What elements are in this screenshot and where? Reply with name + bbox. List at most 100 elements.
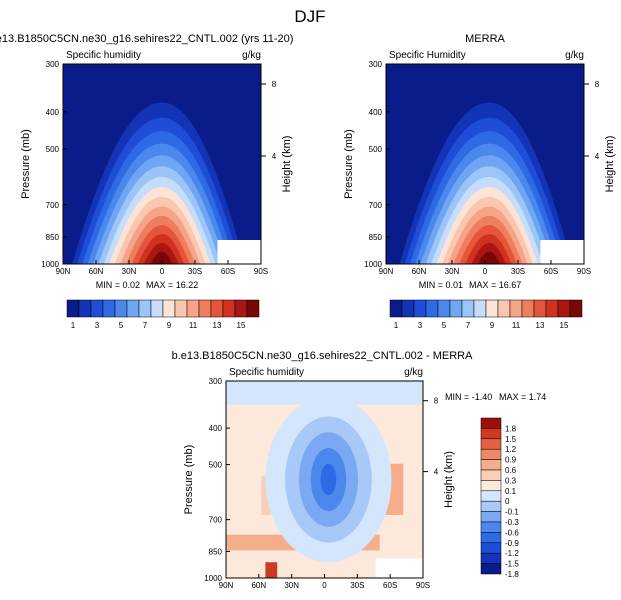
x-tick-label: 60S <box>221 267 235 276</box>
y-tick-label: 1000 <box>204 574 222 583</box>
colorbar-label: 9 <box>490 321 495 330</box>
colorbar-cell <box>480 459 502 471</box>
colorbar-cell <box>150 299 164 318</box>
x-tick-label: 90S <box>577 267 591 276</box>
colorbar-cell <box>480 428 502 440</box>
colorbar-label: -1.2 <box>505 549 519 558</box>
colorbar-label: -0.9 <box>505 539 519 548</box>
colorbar-cell <box>521 299 535 318</box>
panel-model: 90N 60N 30N 0 30S 60S 90S 300 400 500 700 850 1000 8 4… <box>0 33 293 290</box>
colorbar-label: 11 <box>189 321 198 330</box>
colorbar-cell <box>186 299 200 318</box>
colorbar-label: 13 <box>536 321 545 330</box>
colorbar-label: -1.5 <box>505 560 519 569</box>
colorbar-label: -0.1 <box>505 508 519 517</box>
colorbar-label: 7 <box>143 321 148 330</box>
colorbar-merra: 1 3 5 7 9 11 13 15 <box>389 299 583 330</box>
contour-level-15 <box>150 251 173 264</box>
colorbar-cell <box>480 448 502 460</box>
y-tick-label: 850 <box>209 547 223 556</box>
colorbar-cell <box>138 299 152 318</box>
colorbar-label: -0.3 <box>505 518 519 527</box>
min-label: MIN = 0.02 <box>96 280 140 290</box>
colorbar-cell <box>66 299 80 318</box>
y-tick-label: 500 <box>369 145 383 154</box>
y-right-axis-label: Height (km) <box>281 136 293 193</box>
colorbar-cell <box>449 299 463 318</box>
colorbar-cell <box>162 299 176 318</box>
colorbar-label: 0.1 <box>505 487 517 496</box>
x-tick-label: 30S <box>188 267 202 276</box>
colorbar-cell <box>389 299 403 318</box>
colorbar-cell <box>437 299 451 318</box>
contour-upper-band <box>226 381 423 405</box>
colorbar-cell <box>557 299 571 318</box>
colorbar-label: 11 <box>512 321 521 330</box>
colorbar-cell <box>234 299 248 318</box>
x-tick-label: 30S <box>350 581 364 590</box>
colorbar-label: 3 <box>95 321 100 330</box>
y-tick-label: 500 <box>46 145 60 154</box>
colorbar-label: -0.6 <box>505 528 519 537</box>
x-tick-label: 0 <box>483 267 488 276</box>
y-right-tick-label: 4 <box>434 468 439 477</box>
colorbar-cell <box>78 299 92 318</box>
y-tick-label: 300 <box>46 60 60 69</box>
colorbar-label: 0 <box>505 497 510 506</box>
colorbar-cell <box>102 299 116 318</box>
max-label: MAX = 16.67 <box>469 280 521 290</box>
colorbar-label: 1 <box>71 321 76 330</box>
colorbar-cell <box>480 552 502 564</box>
colorbar-cell <box>246 299 260 318</box>
y-axis-label: Pressure (mb) <box>20 129 32 199</box>
x-tick-label: 60S <box>544 267 558 276</box>
missing-data-region <box>375 558 423 578</box>
x-tick-label: 90S <box>254 267 268 276</box>
colorbar-label: 1.2 <box>505 445 517 454</box>
colorbar-model: 1 3 5 7 9 11 13 15 <box>66 299 260 330</box>
x-tick-label: 0 <box>322 581 327 590</box>
y-tick-label: 300 <box>209 377 223 386</box>
y-tick-label: 850 <box>46 233 60 242</box>
colorbar-cell <box>425 299 439 318</box>
colorbar-cell <box>114 299 128 318</box>
y-tick-label: 700 <box>369 201 383 210</box>
missing-data-region <box>540 240 584 264</box>
x-tick-label: 90N <box>379 267 394 276</box>
missing-data-region <box>217 240 261 264</box>
contour-surface-max <box>265 562 278 578</box>
colorbar-cell <box>497 299 511 318</box>
colorbar-cell <box>485 299 499 318</box>
colorbar-label: 9 <box>167 321 172 330</box>
min-label: MIN = 0.01 <box>419 280 463 290</box>
colorbar-cell <box>569 299 583 318</box>
max-label: MAX = 16.22 <box>146 280 198 290</box>
colorbar-label: 5 <box>119 321 124 330</box>
y-tick-label: 850 <box>369 233 383 242</box>
x-tick-label: 90N <box>56 267 71 276</box>
colorbar-label: 15 <box>560 321 569 330</box>
x-tick-label: 30N <box>284 581 299 590</box>
colorbar-label: -1.8 <box>505 570 519 579</box>
colorbar-difference: 1.81.51.20.90.60.30.10-0.1-0.3-0.6-0.9-1… <box>480 417 519 579</box>
y-right-tick-label: 4 <box>595 152 600 161</box>
subtitle-left: Specific humidity <box>66 50 141 61</box>
subtitle-right: g/kg <box>565 50 584 61</box>
y-right-tick-label: 8 <box>434 397 439 406</box>
y-axis-label: Pressure (mb) <box>183 445 195 515</box>
y-right-tick-label: 8 <box>595 80 600 89</box>
panel-title: b.e13.B1850C5CN.ne30_g16.sehires22_CNTL.… <box>0 33 293 45</box>
subtitle-right: g/kg <box>242 50 261 61</box>
y-tick-label: 400 <box>46 108 60 117</box>
colorbar-label: 5 <box>442 321 447 330</box>
min-label: MIN = -1.40 <box>445 392 492 402</box>
colorbar-label: 15 <box>237 321 246 330</box>
colorbar-cell <box>90 299 104 318</box>
panel-title: b.e13.B1850C5CN.ne30_g16.sehires22_CNTL.… <box>172 350 474 362</box>
contour-negative-core-4 <box>320 463 337 496</box>
subtitle-right: g/kg <box>404 367 423 378</box>
colorbar-cell <box>198 299 212 318</box>
colorbar-cell <box>509 299 523 318</box>
colorbar-label: 1.5 <box>505 435 517 444</box>
colorbar-cell <box>461 299 475 318</box>
